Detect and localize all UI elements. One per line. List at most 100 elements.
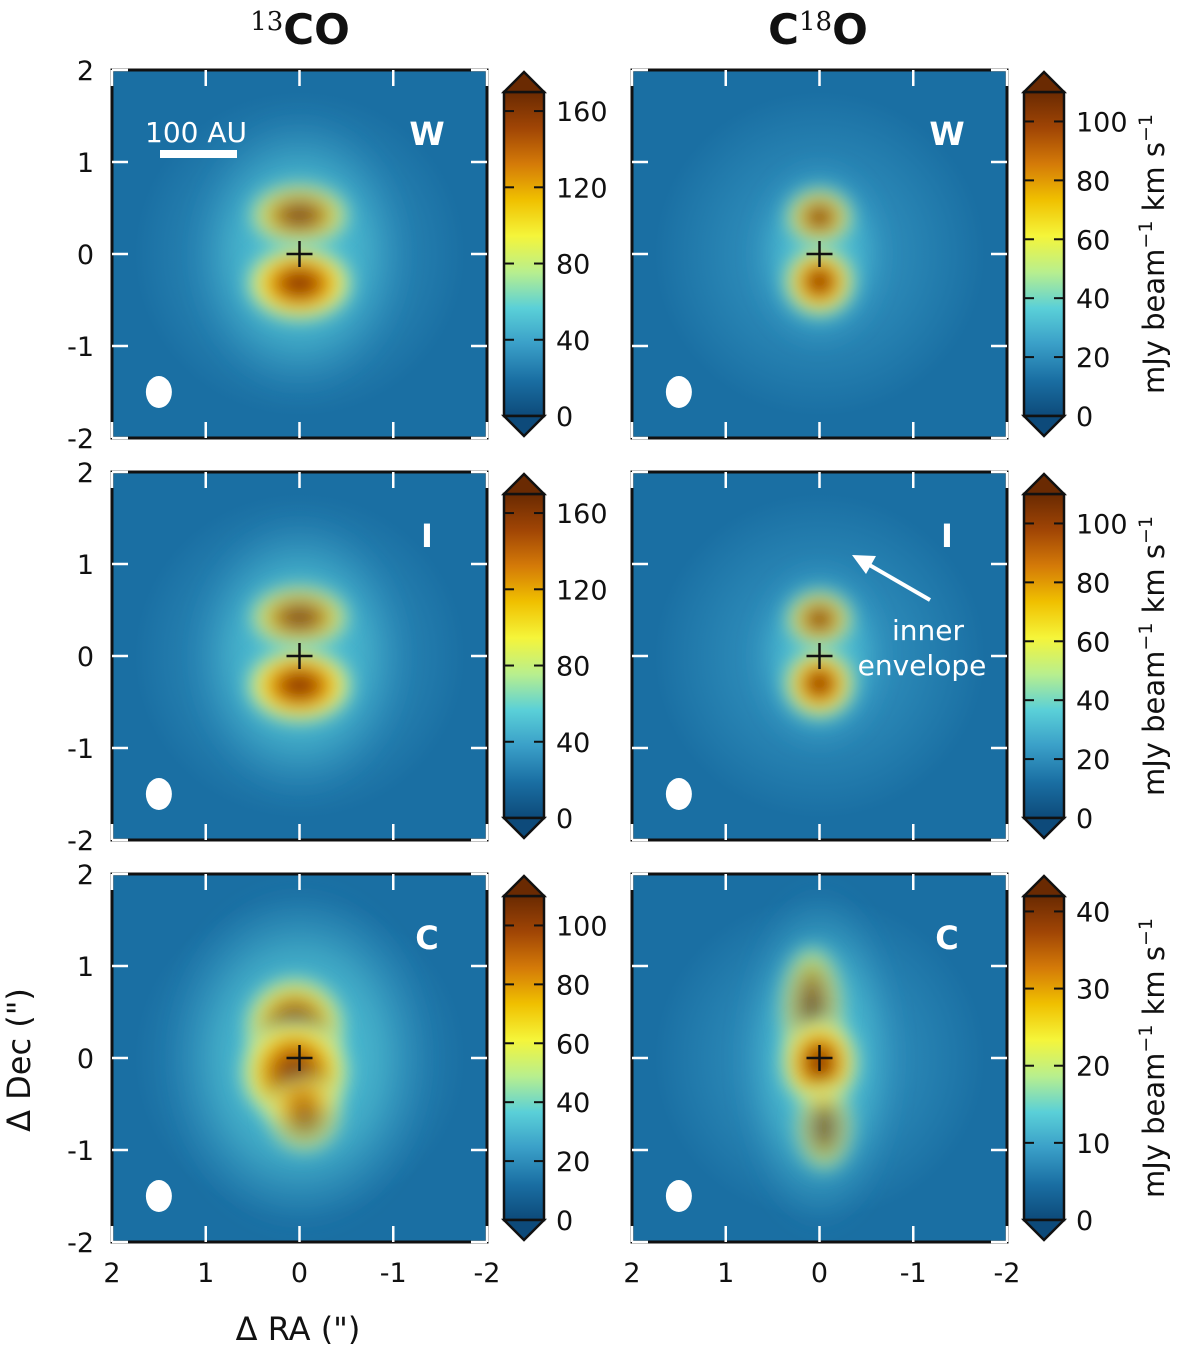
panel-model-label: I [421, 517, 433, 555]
colorbar-tick-label: 40 [556, 728, 590, 759]
emission-lobe [247, 182, 352, 249]
colorbar-tick-label: 40 [556, 326, 590, 357]
colorbar-tick-label: 120 [556, 575, 608, 606]
colorbar-tick-label: 80 [556, 652, 590, 683]
colorbar-extend-top [1020, 70, 1068, 94]
scale-bar [160, 150, 237, 158]
colorbar [502, 492, 546, 820]
colorbar-tick-label: 100 [1076, 509, 1128, 540]
x-tick-label: -1 [380, 1258, 407, 1289]
emission-lobe [783, 246, 856, 317]
emission-lobe [785, 589, 854, 649]
y-tick-label: 0 [77, 1044, 94, 1075]
colorbar-extend-bottom [1020, 414, 1068, 438]
x-tick-label: 1 [197, 1258, 214, 1289]
colorbar-tick-label: 60 [1076, 225, 1110, 256]
colorbar-tick-label: 0 [556, 804, 573, 835]
panel-model-label: I [941, 517, 953, 555]
panel-model-label: C [415, 919, 438, 957]
colorbar-tick-label: 20 [1076, 1052, 1110, 1083]
emission-lobe [247, 584, 352, 651]
y-tick-label: -2 [67, 826, 94, 857]
colorbar-extend-bottom [500, 816, 548, 840]
y-tick-label: -1 [67, 1136, 94, 1167]
y-axis-title: Δ Dec (") [0, 988, 38, 1132]
colorbar-tick-label: 100 [556, 911, 608, 942]
annotation-arrow-line [864, 561, 932, 602]
x-tick-label: -2 [474, 1258, 501, 1289]
y-tick-label: -1 [67, 734, 94, 765]
x-tick-label: 1 [717, 1258, 734, 1289]
x-axis-title: Δ RA (") [236, 1310, 361, 1348]
colorbar [502, 90, 546, 418]
colorbar-extend-top [1020, 472, 1068, 496]
colorbar-tick-label: 40 [1076, 686, 1110, 717]
x-tick-label: 0 [811, 1258, 828, 1289]
colorbar-tick-label: 10 [1076, 1129, 1110, 1160]
colorbar [1022, 90, 1066, 418]
colorbar [502, 894, 546, 1222]
colorbar-tick-label: 160 [556, 499, 608, 530]
beam-ellipse [665, 1180, 692, 1212]
colorbar [1022, 492, 1066, 820]
colorbar-axis-label: mJy beam−1 km s−1 [1135, 918, 1171, 1198]
colorbar-tick-label: 0 [1076, 402, 1093, 433]
beam-ellipse [665, 376, 692, 408]
x-tick-label: -2 [994, 1258, 1021, 1289]
y-tick-label: 0 [77, 642, 94, 673]
x-tick-label: -1 [900, 1258, 927, 1289]
colorbar-tick-label: 60 [556, 1029, 590, 1060]
colorbar-tick-label: 120 [556, 173, 608, 204]
x-tick-label: 2 [623, 1258, 640, 1289]
beam-ellipse [665, 778, 692, 810]
colorbar-tick-label: 160 [556, 97, 608, 128]
colorbar-tick-label: 0 [1076, 804, 1093, 835]
x-tick-label: 2 [103, 1258, 120, 1289]
y-tick-label: 1 [77, 148, 94, 179]
emission-lobe [785, 187, 854, 247]
colorbar-extend-bottom [1020, 816, 1068, 840]
colorbar-tick-label: 0 [556, 402, 573, 433]
emission-lobe [245, 646, 354, 725]
emission-lobe [794, 1081, 855, 1173]
colorbar-tick-label: 0 [556, 1206, 573, 1237]
colorbar-tick-label: 80 [1076, 166, 1110, 197]
colorbar-extend-top [500, 70, 548, 94]
x-tick-label: 0 [291, 1258, 308, 1289]
y-tick-label: -2 [67, 1228, 94, 1259]
colorbar-extend-bottom [1020, 1218, 1068, 1242]
beam-ellipse [145, 778, 172, 810]
colorbar-extend-bottom [500, 1218, 548, 1242]
emission-lobe [245, 244, 354, 323]
colorbar-tick-label: 40 [1076, 897, 1110, 928]
annotation-envelope: envelope [858, 649, 987, 682]
column-title-13co: 13CO [250, 5, 350, 54]
y-tick-label: 2 [77, 458, 94, 489]
beam-ellipse [145, 1180, 172, 1212]
colorbar-tick-label: 40 [556, 1088, 590, 1119]
colorbar-tick-label: 40 [1076, 284, 1110, 315]
y-tick-label: -1 [67, 332, 94, 363]
y-tick-label: 1 [77, 952, 94, 983]
y-tick-label: 2 [77, 860, 94, 891]
panel-model-label: C [935, 919, 958, 957]
y-tick-label: -2 [67, 424, 94, 455]
colorbar-tick-label: 60 [1076, 627, 1110, 658]
annotation-arrow-head [852, 555, 876, 574]
colorbar-tick-label: 100 [1076, 107, 1128, 138]
colorbar-axis-label: mJy beam−1 km s−1 [1135, 516, 1171, 796]
colorbar [1022, 894, 1066, 1222]
emission-lobe [783, 648, 856, 719]
panel-model-label: W [929, 115, 964, 153]
colorbar-tick-label: 80 [1076, 568, 1110, 599]
colorbar-extend-top [1020, 874, 1068, 898]
colorbar-tick-label: 20 [1076, 745, 1110, 776]
beam-ellipse [145, 376, 172, 408]
y-tick-label: 1 [77, 550, 94, 581]
scale-bar-label: 100 AU [145, 116, 247, 149]
colorbar-tick-label: 20 [1076, 343, 1110, 374]
colorbar-tick-label: 0 [1076, 1206, 1093, 1237]
annotation-inner: inner [892, 614, 964, 647]
